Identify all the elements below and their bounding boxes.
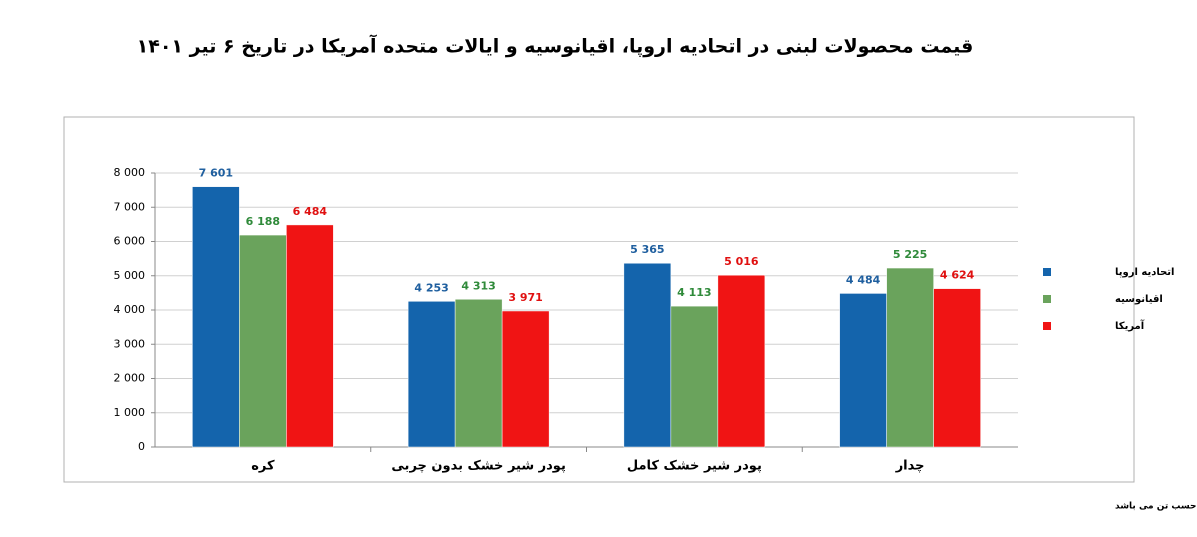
- y-tick-label: 2 000: [114, 372, 146, 385]
- value-label: 5 225: [893, 248, 927, 261]
- bar: [454, 299, 503, 448]
- bar: [717, 274, 766, 448]
- plot-frame: [63, 116, 1135, 483]
- x-tick-label: کره: [251, 459, 275, 474]
- y-tick-label: 8 000: [114, 166, 146, 179]
- bar: [670, 305, 719, 448]
- value-label: 4 313: [461, 279, 495, 292]
- chart-title: قیمت محصولات لبنی در اتحادیه اروپا، اقیا…: [137, 34, 974, 58]
- legend-swatch: [1043, 268, 1051, 276]
- y-tick-label: 6 000: [114, 235, 146, 248]
- bar: [839, 293, 887, 448]
- y-tick-label: 0: [138, 440, 145, 453]
- value-label: 7 601: [199, 167, 233, 180]
- bar: [623, 262, 672, 448]
- y-tick-label: 4 000: [114, 303, 146, 316]
- bar: [501, 310, 550, 448]
- x-tick-label: پودر شیر خشک کامل: [627, 459, 762, 474]
- legend-label: اقیانوسیه: [1115, 294, 1163, 305]
- value-label: 4 113: [677, 286, 711, 299]
- y-tick-label: 3 000: [114, 337, 146, 350]
- value-label: 6 484: [293, 205, 328, 218]
- bar: [933, 288, 981, 448]
- legend-label: اتحادیه اروپا: [1115, 267, 1175, 278]
- value-label: 4 253: [414, 281, 448, 294]
- x-tick-label: چدار: [895, 459, 925, 474]
- bar: [886, 267, 934, 448]
- value-label: 4 624: [940, 269, 975, 282]
- legend-swatch: [1043, 322, 1051, 330]
- value-label: 6 188: [246, 215, 280, 228]
- bar: [192, 186, 240, 448]
- value-label: 5 016: [724, 255, 759, 268]
- bar: [286, 224, 334, 448]
- legend-swatch: [1043, 295, 1051, 303]
- value-label: 4 484: [846, 273, 881, 286]
- legend-label: آمریکا: [1115, 319, 1145, 332]
- bar: [407, 301, 456, 448]
- bar: [239, 234, 287, 448]
- y-tick-label: 7 000: [114, 200, 146, 213]
- value-label: 3 971: [508, 291, 542, 304]
- value-label: 5 365: [630, 243, 664, 256]
- x-tick-label: پودر شیر خشک بدون چربی: [391, 459, 565, 474]
- y-tick-label: 5 000: [114, 269, 146, 282]
- y-tick-label: 1 000: [114, 406, 146, 419]
- footnote: قیمت ها بر حسب دلار و وزن بر حسب تن می ب…: [1115, 502, 1197, 512]
